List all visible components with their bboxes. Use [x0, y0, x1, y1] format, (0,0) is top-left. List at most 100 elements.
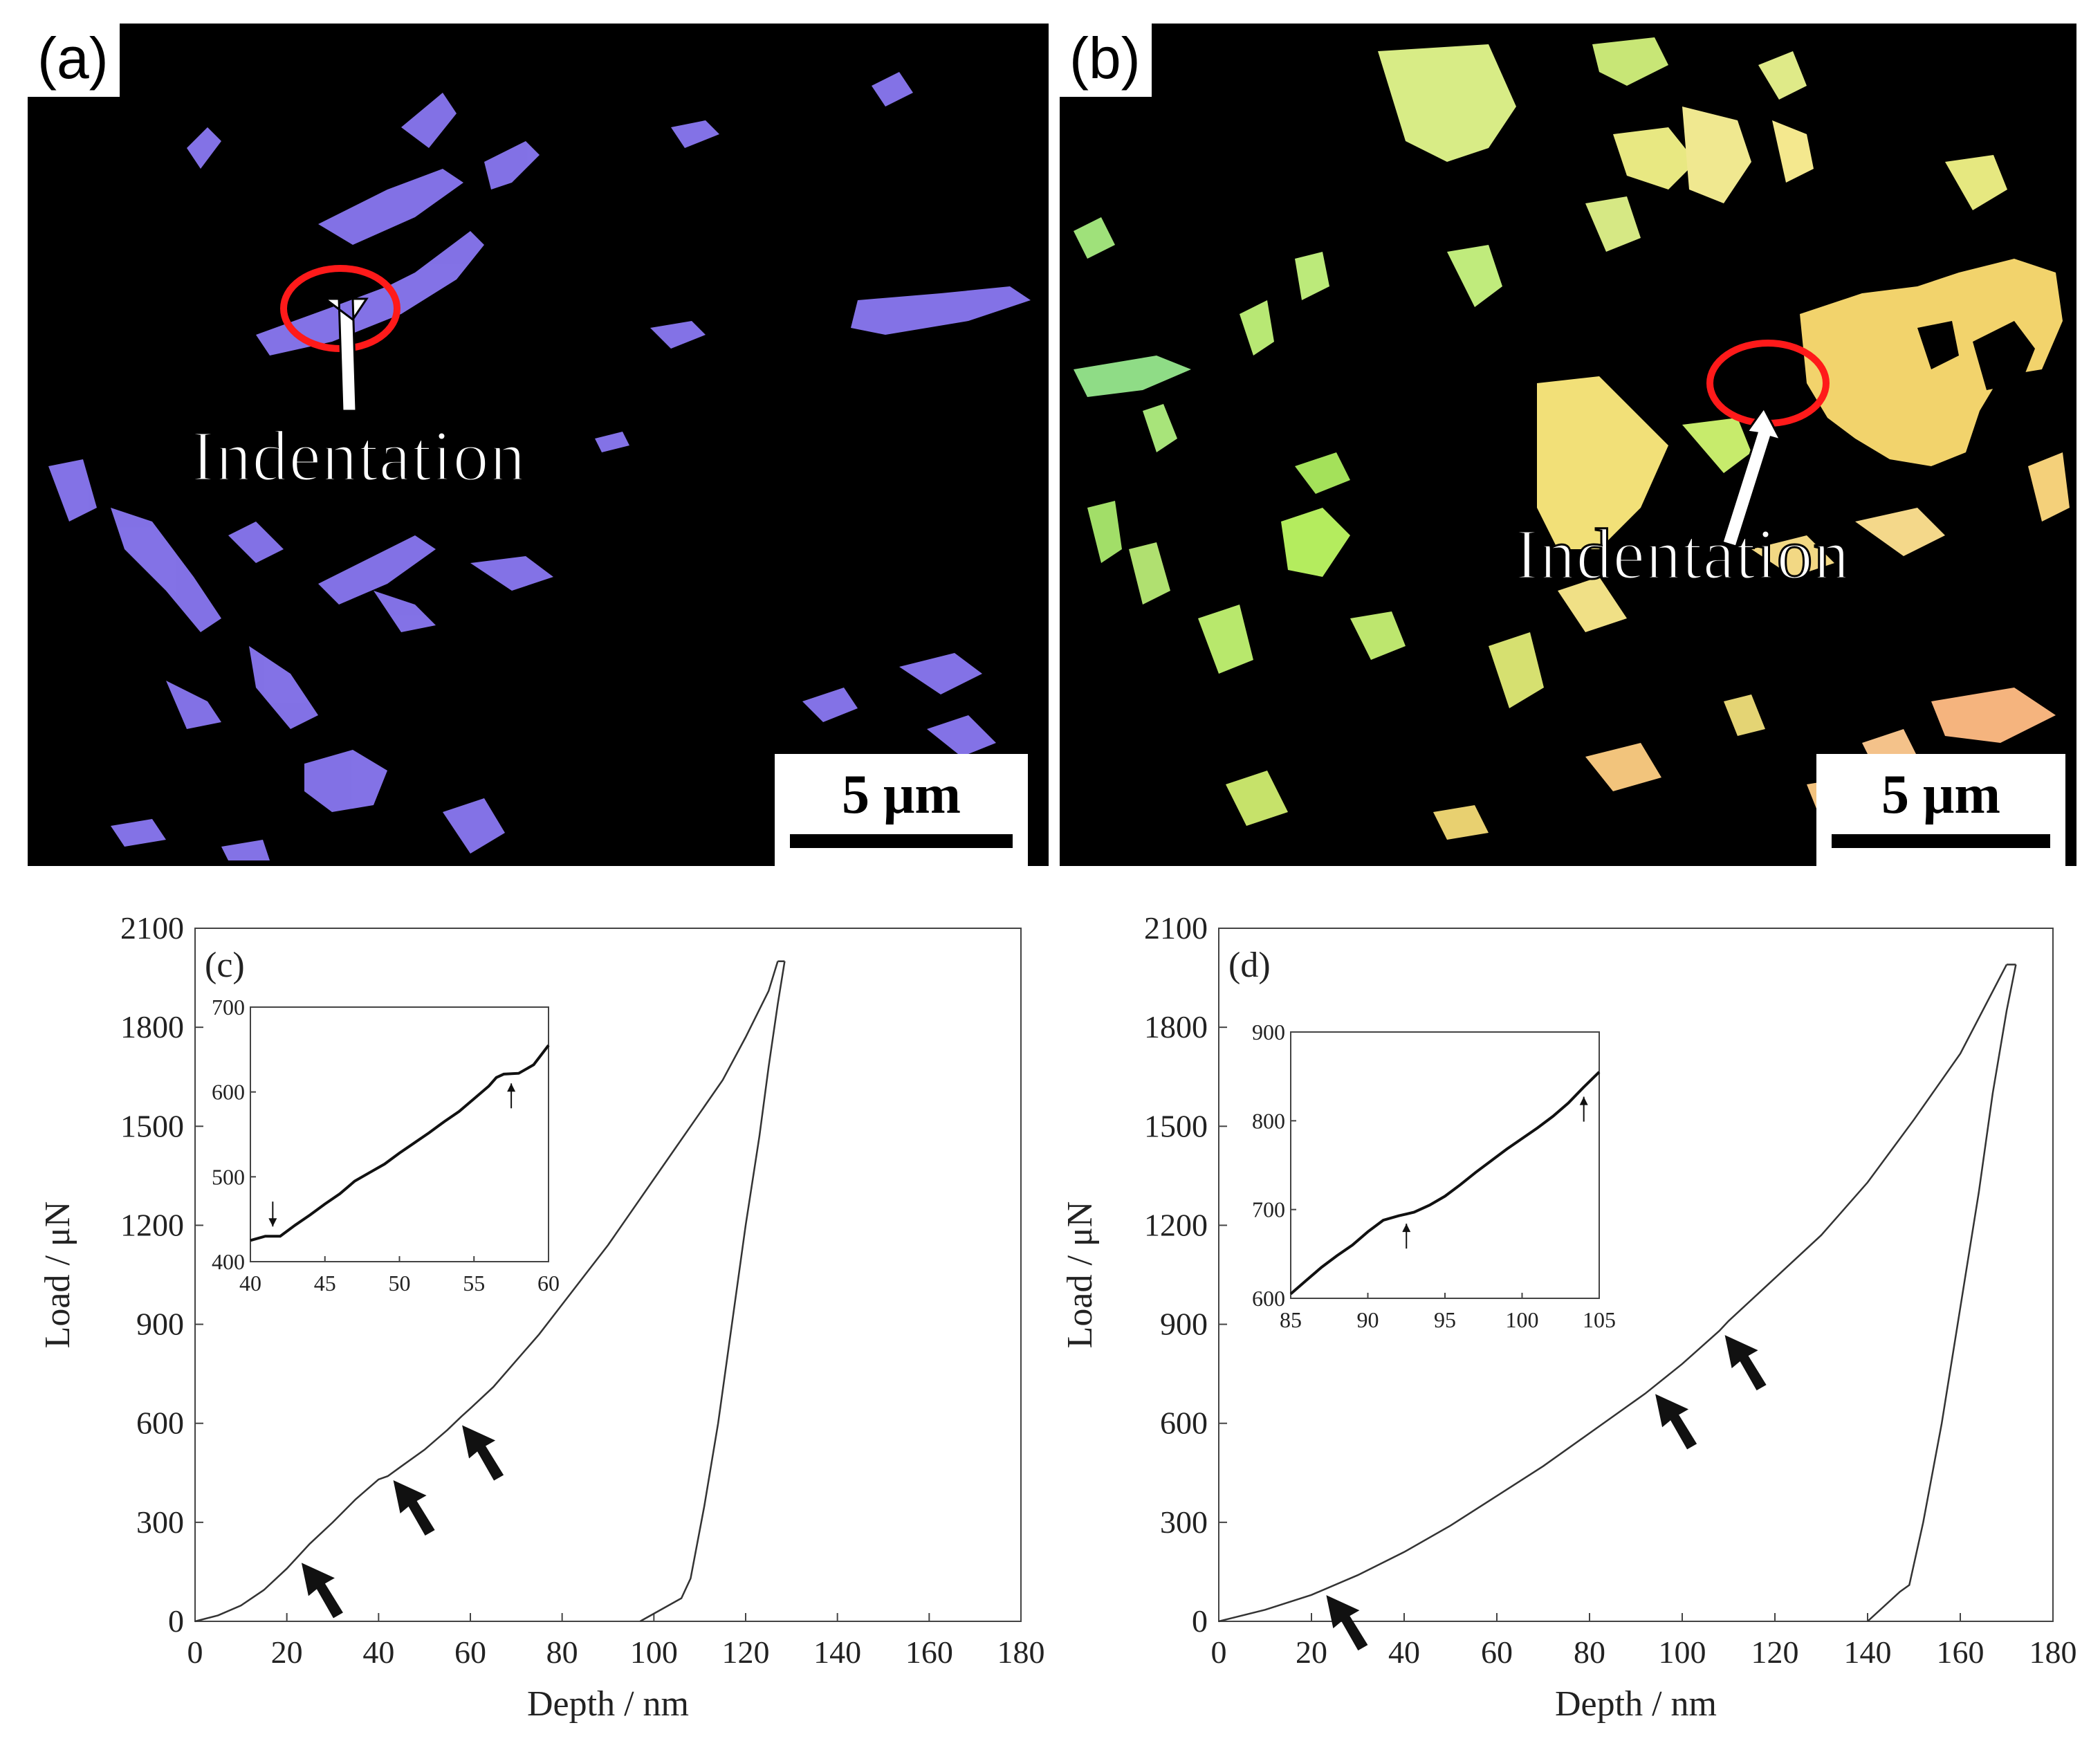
x-tick-label: 160	[1937, 1634, 1984, 1670]
unloading-curve	[1867, 964, 2017, 1622]
panel-a-scalebar-text: 5 μm	[842, 764, 961, 825]
pop-in-arrow	[1655, 1394, 1697, 1450]
inset-x-tick-label: 55	[463, 1271, 485, 1296]
inset-x-tick-label: 85	[1280, 1307, 1302, 1332]
panel-a-phase-map: (a) Indentation 5 μm	[28, 24, 1049, 866]
y-tick-label: 600	[1160, 1406, 1208, 1441]
x-axis-label: Depth / nm	[527, 1684, 689, 1724]
x-tick-label: 20	[271, 1634, 303, 1670]
inset-y-tick-label: 500	[212, 1164, 245, 1189]
x-tick-label: 80	[1574, 1634, 1605, 1670]
inset-arrow-head	[268, 1218, 277, 1227]
x-tick-label: 180	[2029, 1634, 2077, 1670]
panel-b-scalebar: 5 μm	[1816, 754, 2065, 866]
pop-in-arrow	[462, 1425, 504, 1481]
inset-arrow-head	[1402, 1224, 1411, 1233]
y-tick-label: 2100	[1144, 910, 1208, 946]
panel-b-scalebar-line	[1832, 834, 2050, 848]
x-tick-label: 60	[454, 1634, 486, 1670]
x-tick-label: 140	[1844, 1634, 1892, 1670]
inset-x-tick-label: 95	[1434, 1307, 1456, 1332]
chart-c: 0 20 40 60 80 100 120 140 160 1800300600900120015…	[38, 910, 1045, 1724]
x-tick-label: 80	[546, 1634, 578, 1670]
y-tick-label: 1200	[120, 1207, 184, 1242]
y-axis-label: Load / μN	[1060, 1201, 1100, 1349]
inset-y-tick-label: 800	[1252, 1108, 1285, 1133]
panel-a-grains	[48, 72, 1031, 860]
inset-arrow-head	[507, 1083, 516, 1092]
panel-b-label: (b)	[1060, 24, 1152, 97]
x-tick-label: 100	[1659, 1634, 1706, 1670]
inset-curve	[1289, 1071, 1601, 1296]
x-axis-label: Depth / nm	[1555, 1684, 1717, 1724]
y-tick-label: 900	[1160, 1307, 1208, 1342]
panel-a-scalebar-line	[790, 834, 1013, 848]
x-tick-label: 40	[1388, 1634, 1420, 1670]
y-tick-label: 300	[1160, 1504, 1208, 1540]
panel-b-phase-map: (b) Indentation 5 μm	[1060, 24, 2076, 866]
pop-in-arrow	[1724, 1335, 1767, 1391]
x-tick-label: 180	[997, 1634, 1045, 1670]
x-tick-label: 40	[362, 1634, 394, 1670]
x-tick-label: 120	[1751, 1634, 1799, 1670]
chart-d: 0 20 40 60 80 100 120 140 160 1800300600900120015…	[1060, 910, 2077, 1724]
panel-label: (c)	[205, 946, 245, 985]
inset-y-tick-label: 600	[1252, 1286, 1285, 1311]
y-tick-label: 1800	[1144, 1009, 1208, 1044]
panel-a-indentation-label: Indentation	[190, 416, 527, 497]
inset-chart: 85 90 95 100 105 600 700 800 900	[1252, 1020, 1616, 1332]
inset-y-tick-label: 900	[1252, 1020, 1285, 1044]
y-tick-label: 1200	[1144, 1207, 1208, 1242]
pop-in-arrow	[393, 1480, 435, 1536]
inset-x-tick-label: 50	[389, 1271, 411, 1296]
y-tick-label: 1500	[120, 1108, 184, 1143]
unloading-curve	[639, 961, 786, 1623]
pop-in-arrow	[301, 1563, 343, 1619]
y-tick-label: 900	[136, 1307, 184, 1342]
panel-a-label: (a)	[28, 24, 120, 97]
panel-b-scalebar-text: 5 μm	[1881, 764, 2000, 825]
inset-x-tick-label: 105	[1583, 1307, 1616, 1332]
pop-in-arrow	[1326, 1595, 1368, 1651]
x-tick-label: 120	[722, 1634, 770, 1670]
y-tick-label: 0	[168, 1603, 184, 1639]
panel-label: (d)	[1228, 946, 1271, 985]
y-tick-label: 0	[1192, 1603, 1208, 1639]
y-tick-label: 600	[136, 1406, 184, 1441]
x-tick-label: 60	[1481, 1634, 1513, 1670]
inset-chart: 40 45 50 55 60 400 500 600 700	[212, 995, 560, 1296]
loading-curve	[1218, 964, 2008, 1623]
panel-b-indentation-label: Indentation	[1514, 514, 1851, 596]
inset-x-tick-label: 60	[537, 1271, 560, 1296]
inset-x-tick-label: 100	[1506, 1307, 1539, 1332]
inset-y-tick-label: 600	[212, 1080, 245, 1105]
inset-y-tick-label: 700	[212, 995, 245, 1020]
y-tick-label: 300	[136, 1504, 184, 1540]
panel-b-grains	[1074, 37, 2070, 840]
inset-frame	[250, 1006, 549, 1262]
plot-frame	[1218, 928, 2054, 1622]
x-tick-label: 160	[905, 1634, 953, 1670]
y-axis-label: Load / μN	[38, 1201, 77, 1349]
y-tick-label: 1500	[1144, 1108, 1208, 1143]
inset-y-tick-label: 400	[212, 1249, 245, 1274]
plot-frame	[194, 928, 1022, 1622]
inset-x-tick-label: 40	[239, 1271, 261, 1296]
inset-arrow-head	[1579, 1096, 1588, 1105]
y-tick-label: 1800	[120, 1009, 184, 1044]
x-tick-label: 0	[1211, 1634, 1227, 1670]
inset-frame	[1290, 1031, 1600, 1299]
panel-a-scalebar: 5 μm	[775, 754, 1028, 866]
x-tick-label: 100	[630, 1634, 678, 1670]
loading-curve	[194, 961, 779, 1623]
y-tick-label: 2100	[120, 910, 184, 946]
inset-y-tick-label: 700	[1252, 1197, 1285, 1222]
inset-x-tick-label: 45	[314, 1271, 336, 1296]
inset-x-tick-label: 90	[1357, 1307, 1379, 1332]
x-tick-label: 20	[1296, 1634, 1327, 1670]
inset-curve	[250, 1044, 550, 1242]
x-tick-label: 0	[187, 1634, 203, 1670]
x-tick-label: 140	[813, 1634, 861, 1670]
